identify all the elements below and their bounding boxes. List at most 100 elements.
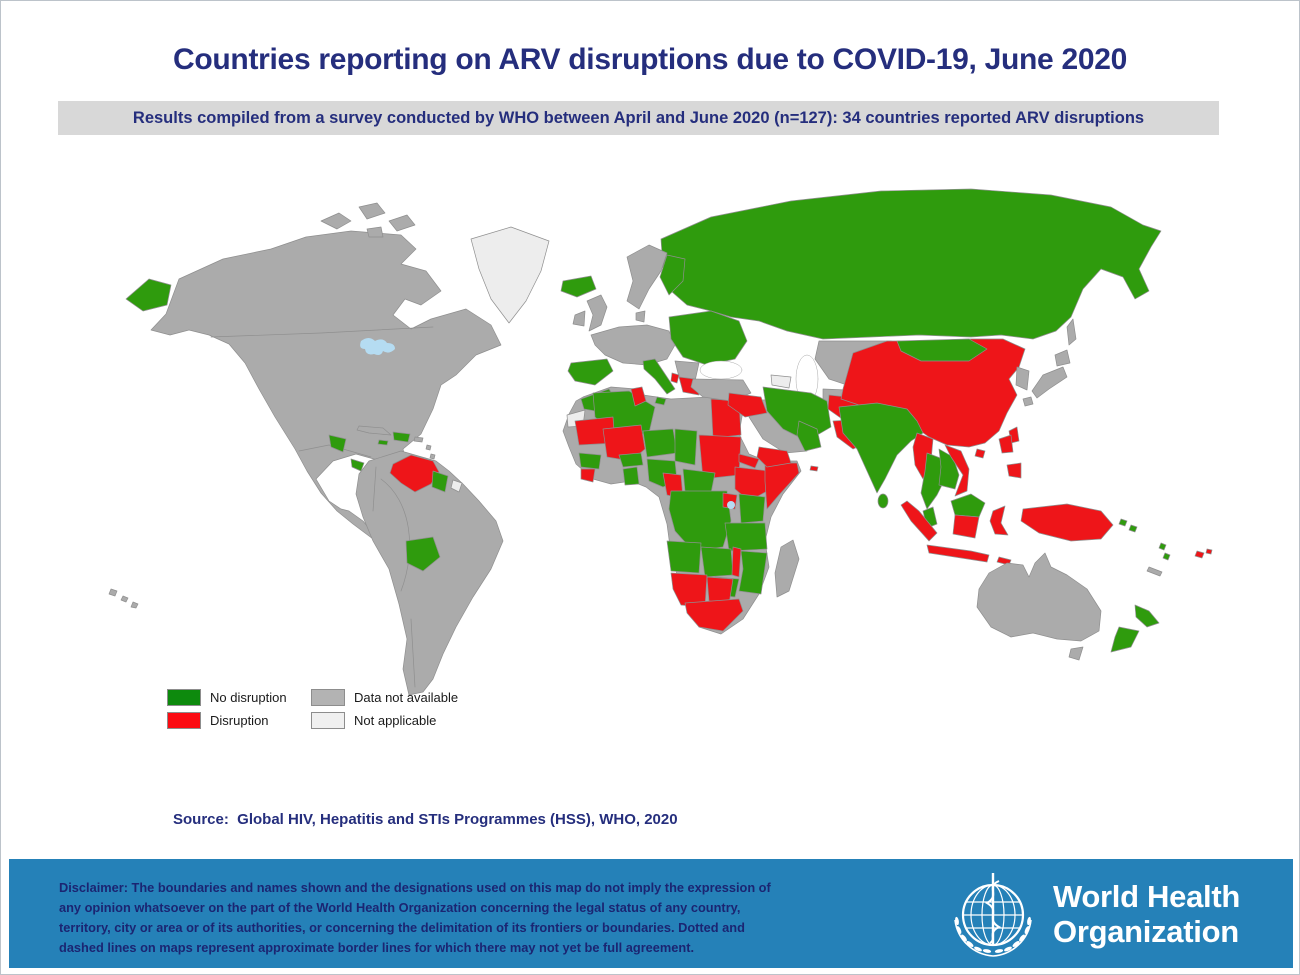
map-region-iraq [727,392,768,418]
map-region-albania [670,372,680,384]
legend-item-not-applicable: Not applicable [311,711,436,729]
map-region-jamaica [377,439,389,446]
map-region-sumatra [900,500,938,542]
map-region-borneo-indonesia [952,514,980,539]
map-region-tanzania [724,522,768,552]
map-region-eastern-europe [668,310,748,366]
black-sea [699,360,743,380]
map-region-arctic-islands [388,214,416,232]
legend-swatch-disruption [167,711,201,729]
map-region-socotra [809,465,819,472]
map-region-ireland [572,310,586,327]
map-region-central-african-republic [682,468,716,494]
map-region-india [838,402,924,494]
map-region-yemen [756,446,792,468]
page-title: Countries reporting on ARV disruptions d… [173,43,1127,76]
map-region-russia-chukotka [125,278,172,312]
map-region-arctic-islands [320,212,352,230]
map-region-italy [642,358,676,406]
legend-label: Data not available [354,689,459,705]
map-region-madagascar [774,539,800,598]
map-region-vietnam [944,444,970,497]
map-region-western-europe [590,324,676,366]
source-line: Source: Global HIV, Hepatitis and STIs P… [173,811,678,828]
map-region-arctic-islands [366,226,384,238]
map-region-somalia [764,462,800,510]
map-region-caucasus [770,374,792,389]
map-region-malawi [731,546,742,578]
who-wordmark-line1: World Health [1053,879,1241,915]
legend-item-disruption: Disruption [167,711,269,729]
map-region-kenya [738,493,766,524]
map-region-vanuatu [1158,542,1171,561]
map-region-angola [666,540,702,574]
map-region-australia [976,552,1102,642]
map-region-guinea [578,452,602,470]
footer-band: Disclaimer: The boundaries and names sho… [9,859,1293,968]
map-region-hispaniola [392,431,411,443]
border-usa-mexico [298,444,372,458]
map-region-iberia [567,358,614,386]
border-canada-usa [210,326,434,338]
map-region-puerto-rico [413,436,424,443]
map-region-costa-rica [350,458,365,472]
map-region-burkina-faso [618,452,644,468]
who-wordmark-line2: Organization [1053,914,1239,949]
map-region-sierra-leone [580,468,596,483]
subtitle-text: Results compiled from a survey conducted… [132,109,1145,127]
lake-victoria [727,501,735,509]
map-region-korea [1015,366,1030,391]
map-region-finland [659,254,686,296]
map-region-greenland [470,226,550,324]
legend-swatch-not-applicable [311,711,345,729]
legend-item-data-not-available: Data not available [311,688,458,706]
legend-item-no-disruption: No disruption [167,688,287,706]
border-south-america [372,466,416,688]
map-region-sulawesi [989,505,1009,536]
map-region-tasmania [1068,646,1084,661]
map-region-niger [642,428,678,458]
map-region-hawaii [108,588,139,609]
map-region-mongolia [896,338,988,362]
who-wordmark: World Health Organization [1053,880,1240,949]
map-region-java [926,544,990,563]
map-region-south-africa [684,598,744,632]
legend-label: Not applicable [354,712,437,728]
map-region-bolivia [405,536,441,572]
who-emblem-icon [954,873,1032,957]
world-map [108,188,1213,696]
legend-swatch-data-not-available [311,688,345,706]
map-region-mozambique [738,550,768,595]
map-region-russia [660,188,1162,340]
map-region-tunisia [630,386,647,407]
map-region-ghana [622,466,640,486]
map-region-philippines-mindanao [1006,462,1022,479]
map-region-new-zealand-north [1134,604,1160,628]
who-logo: World Health Organization [947,867,1277,963]
legend-swatch-no-disruption [167,688,201,706]
map-region-chad [674,428,698,466]
map-region-fiji [1194,548,1213,559]
map-region-new-caledonia [1146,566,1163,577]
legend-label: No disruption [210,689,287,705]
map-region-scandinavia [626,244,668,310]
map-region-sri-lanka [877,493,889,509]
laurel-leaves [955,916,1031,953]
map-region-philippines-luzon [998,434,1014,454]
map-region-guyana [431,470,449,493]
map-region-new-zealand-south [1110,626,1140,653]
map-region-guatemala-belize [328,434,347,453]
map-region-zambia [700,546,734,578]
map-region-south-america [355,450,504,696]
map-region-ethiopia [734,466,772,502]
map-region-oman [796,420,822,452]
map-region-solomon-islands [1118,518,1138,533]
map-region-sakhalin [1066,318,1077,346]
map-region-venezuela [389,454,440,493]
map-region-borneo-malaysia [950,493,986,518]
map-region-united-kingdom [586,294,608,332]
legend-label: Disruption [210,712,269,728]
map-region-eritrea [738,453,760,469]
disclaimer-text: Disclaimer: The boundaries and names sho… [59,880,771,955]
